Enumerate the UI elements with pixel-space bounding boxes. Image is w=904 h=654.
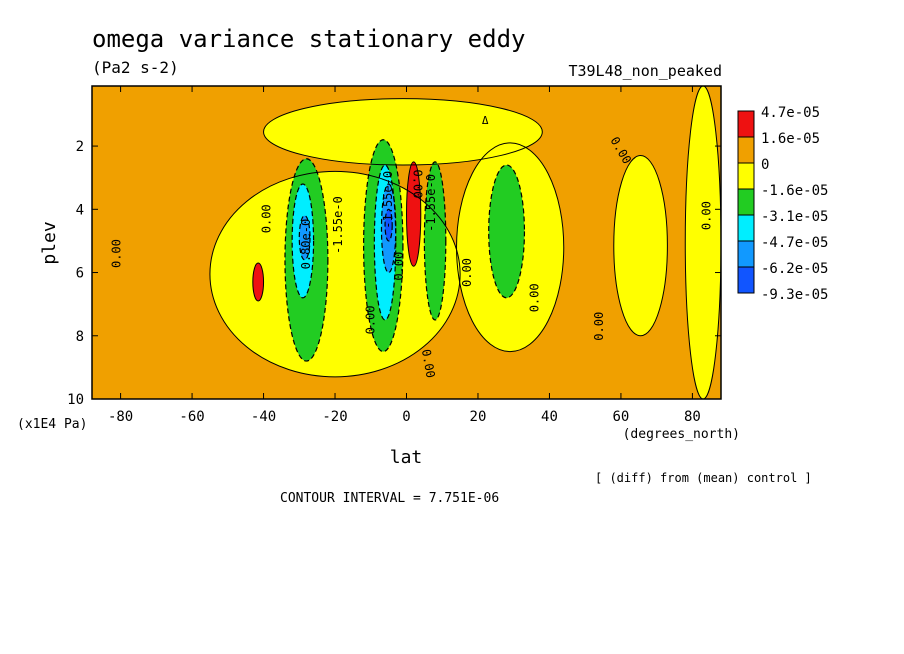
x-tick-label: 40 bbox=[541, 409, 558, 425]
y-tick-label: 8 bbox=[76, 329, 84, 345]
contour-label: 0.00 bbox=[260, 204, 274, 233]
y-axis-label: plev bbox=[39, 221, 60, 264]
contour-label: -1.55e-0 bbox=[381, 171, 395, 229]
x-axis: -80 -60 -40 -20 0 20 40 60 80 bbox=[108, 86, 701, 425]
contour-line bbox=[291, 183, 315, 299]
color-legend: 4.7e-05 1.6e-05 0 -1.6e-05 -3.1e-05 -4.7e-05 -… bbox=[737, 105, 828, 303]
legend-label: -6.2e-05 bbox=[761, 261, 828, 277]
contour-label: 0.00 bbox=[592, 312, 606, 341]
contour-line bbox=[613, 155, 668, 337]
y-axis: 2 4 6 8 10 bbox=[67, 139, 721, 408]
legend-label: 0 bbox=[761, 157, 769, 173]
diff-note: [ (diff) from (mean) control ] bbox=[595, 471, 812, 485]
legend-label: -3.1e-05 bbox=[761, 209, 828, 225]
contour-label: 0.00 bbox=[110, 239, 124, 268]
x-axis-label: lat bbox=[390, 447, 423, 468]
x-tick-label: 80 bbox=[684, 409, 701, 425]
contour-line bbox=[263, 98, 543, 166]
chart-title: omega variance stationary eddy bbox=[92, 25, 525, 53]
legend-swatch bbox=[737, 188, 755, 216]
x-tick-label: -40 bbox=[251, 409, 276, 425]
contour-label: 0.00 bbox=[411, 170, 425, 199]
legend-label: -1.6e-05 bbox=[761, 183, 828, 199]
contour-line bbox=[406, 161, 422, 267]
legend-swatch bbox=[737, 110, 755, 138]
y-tick-label: 6 bbox=[76, 266, 84, 282]
y-tick-label: 10 bbox=[67, 392, 84, 408]
contour-label: 0.00 bbox=[419, 348, 438, 379]
y-tick-label: 4 bbox=[76, 202, 84, 218]
contour-mark: Δ bbox=[482, 114, 489, 127]
contour-label: 0.00 bbox=[460, 258, 474, 287]
plot-area: 0.000.000.000.000.000.000.000.000.00-1.5… bbox=[91, 85, 722, 400]
contour-line bbox=[252, 262, 265, 302]
contour-label: 0.00 bbox=[528, 283, 542, 312]
contour-region-neg4 bbox=[385, 209, 393, 241]
x-tick-label: -60 bbox=[179, 409, 204, 425]
x-tick-label: -20 bbox=[322, 409, 347, 425]
contour-line bbox=[488, 164, 526, 299]
chart-units: (Pa2 s-2) bbox=[92, 58, 179, 77]
legend-label: 4.7e-05 bbox=[761, 105, 820, 121]
contour-region-zero_to_neg bbox=[263, 98, 543, 166]
contour-line bbox=[209, 170, 461, 378]
contour-line bbox=[298, 215, 311, 261]
legend-label: -9.3e-05 bbox=[761, 287, 828, 303]
x-axis-units: (degrees_north) bbox=[623, 427, 740, 442]
legend-swatch bbox=[737, 214, 755, 242]
contour-label: 0.80e-0 bbox=[299, 219, 313, 270]
contour-interval: CONTOUR INTERVAL = 7.751E-06 bbox=[280, 491, 499, 506]
contour-region-pos_high bbox=[252, 263, 264, 301]
contour-line bbox=[456, 142, 565, 353]
contour-label: -1.55e-0 bbox=[424, 174, 438, 232]
contour-label: 0.00 bbox=[392, 252, 406, 281]
contour-region-zero_to_neg bbox=[685, 86, 721, 399]
contour-region-neg3 bbox=[299, 215, 311, 260]
run-label: T39L48_non_peaked bbox=[568, 62, 722, 80]
y-tick-label: 2 bbox=[76, 139, 84, 155]
contour-region-neg1 bbox=[488, 165, 525, 298]
contour-line bbox=[284, 158, 329, 362]
legend-label: 1.6e-05 bbox=[761, 131, 820, 147]
x-tick-label: -80 bbox=[108, 409, 133, 425]
x-tick-label: 60 bbox=[613, 409, 630, 425]
contour-line bbox=[373, 164, 397, 321]
contour-line bbox=[384, 208, 393, 242]
contour-label: 0.00 bbox=[363, 306, 377, 335]
legend-swatch bbox=[737, 136, 755, 164]
contour-region-pos_high bbox=[406, 161, 421, 267]
contour-line bbox=[380, 183, 397, 274]
legend-label: -4.7e-05 bbox=[761, 235, 828, 251]
contour-label: -1.55e-0 bbox=[331, 196, 345, 254]
contour-line bbox=[363, 139, 404, 353]
y-axis-units: (x1E4 Pa) bbox=[17, 417, 87, 432]
legend-swatch bbox=[737, 240, 755, 268]
x-tick-label: 20 bbox=[470, 409, 487, 425]
legend-swatch bbox=[737, 162, 755, 190]
x-tick-label: 0 bbox=[402, 409, 410, 425]
legend-swatch bbox=[737, 266, 755, 294]
contour-line bbox=[423, 161, 447, 321]
contour-region-neg1 bbox=[424, 161, 446, 320]
contour-label: 0.00 bbox=[699, 201, 713, 230]
contour-region-zero_to_neg bbox=[613, 155, 668, 336]
